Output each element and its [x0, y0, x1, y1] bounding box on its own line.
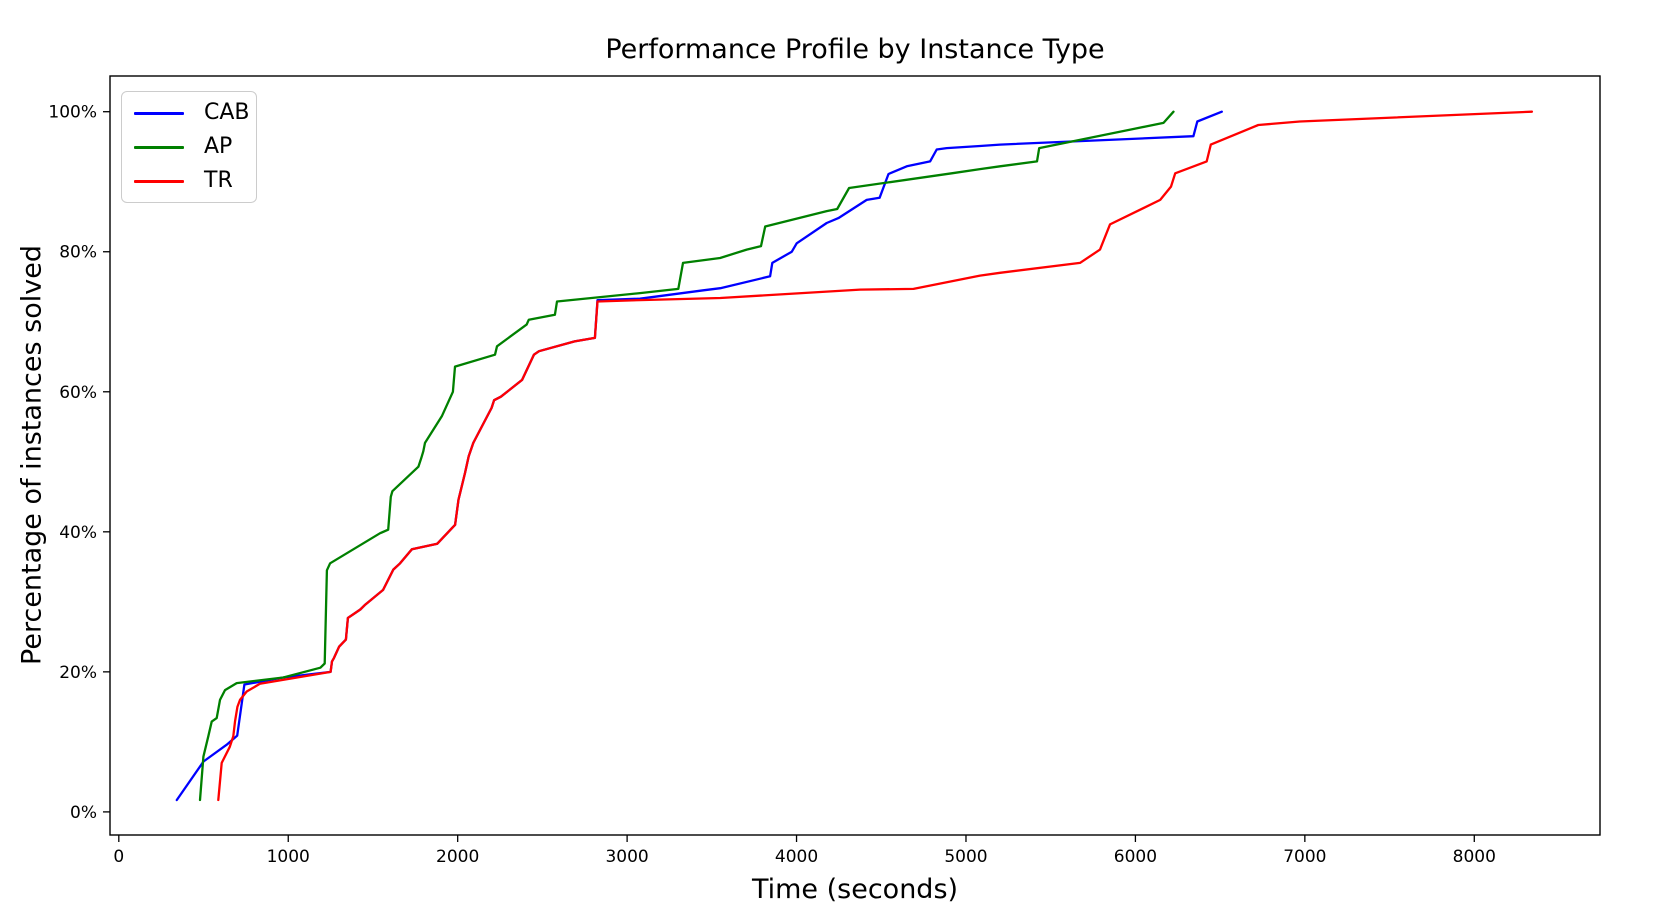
x-tick-label: 7000 — [1283, 847, 1326, 867]
x-tick-label: 5000 — [944, 847, 987, 867]
legend-item-ap: AP — [134, 136, 256, 158]
x-tick-label: 3000 — [605, 847, 648, 867]
series-line-cab — [175, 110, 1223, 802]
legend-item-tr: TR — [134, 170, 256, 192]
series-line-tr — [217, 110, 1534, 802]
y-tick-label: 20% — [59, 663, 97, 683]
legend-label-ap: AP — [204, 134, 233, 159]
x-tick-label: 8000 — [1453, 847, 1496, 867]
legend: CAB AP TR — [121, 91, 257, 203]
legend-label-cab: CAB — [204, 100, 250, 125]
legend-item-cab: CAB — [134, 102, 256, 124]
legend-label-tr: TR — [204, 168, 233, 193]
y-tick-label: 100% — [48, 103, 97, 123]
x-tick-label: 1000 — [267, 847, 310, 867]
axes-box — [109, 75, 1601, 836]
x-tick-label: 4000 — [775, 847, 818, 867]
x-tick-label: 0 — [113, 847, 124, 867]
legend-line-cab-icon — [134, 111, 184, 115]
series-line-ap — [198, 110, 1175, 802]
legend-line-ap-icon — [134, 145, 184, 149]
legend-line-tr-icon — [134, 179, 184, 183]
x-tick-label: 6000 — [1114, 847, 1157, 867]
y-tick-label: 40% — [59, 523, 97, 543]
y-tick-label: 0% — [70, 803, 97, 823]
x-tick-label: 2000 — [436, 847, 479, 867]
y-tick-label: 80% — [59, 243, 97, 263]
chart-title: Performance Profile by Instance Type — [605, 34, 1105, 65]
y-axis-label: Percentage of instances solved — [16, 245, 48, 665]
x-axis-label: Time (seconds) — [751, 874, 959, 905]
y-tick-label: 60% — [59, 383, 97, 403]
